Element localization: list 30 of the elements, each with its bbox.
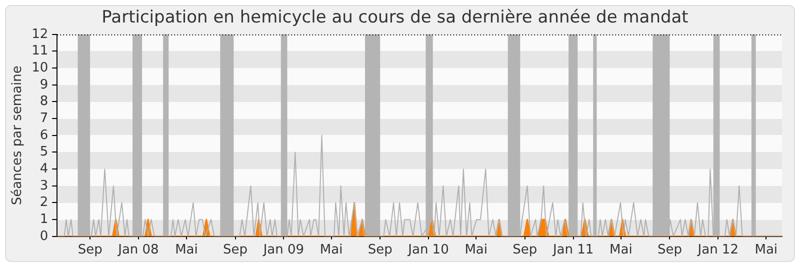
x-tick-label: Sep [223,242,248,258]
y-tick-label: 9 [40,77,48,92]
y-tick-label: 7 [40,110,48,126]
x-tick-label: Sep [657,242,682,258]
x-tick-label: Jan 08 [117,242,159,258]
chart-title: Participation en hemicycle au cours de sa dernière année de mandat [102,8,689,28]
x-tick-label: Sep [78,242,102,258]
y-axis-title: Séances par semaine [10,66,26,206]
x-tick-label: Jan 11 [552,242,594,258]
y-tick-label: 5 [40,144,48,160]
x-tick-label: Jan 12 [696,242,738,258]
y-tick-label: 12 [32,26,48,42]
x-tick-label: Sep [512,242,538,258]
y-tick-label: 4 [40,161,48,176]
x-tick-label: Mai [320,242,343,258]
x-tick-label: Mai [610,242,632,258]
y-tick-label: 0 [40,228,48,244]
y-tick-label: 11 [32,44,48,59]
y-tick-label: 2 [40,195,48,210]
y-tick-label: 3 [40,178,48,194]
y-tick-label: 6 [40,128,48,143]
y-tick-label: 8 [40,94,48,110]
x-tick-label: Mai [175,242,198,258]
x-tick-label: Sep [368,242,392,258]
x-tick-label: Mai [464,242,488,258]
y-tick-label: 10 [32,60,48,76]
x-tick-label: Jan 10 [407,242,449,258]
x-tick-label: Jan 09 [262,242,304,258]
x-tick-label: Mai [754,242,778,258]
y-tick-label: 1 [40,212,48,227]
